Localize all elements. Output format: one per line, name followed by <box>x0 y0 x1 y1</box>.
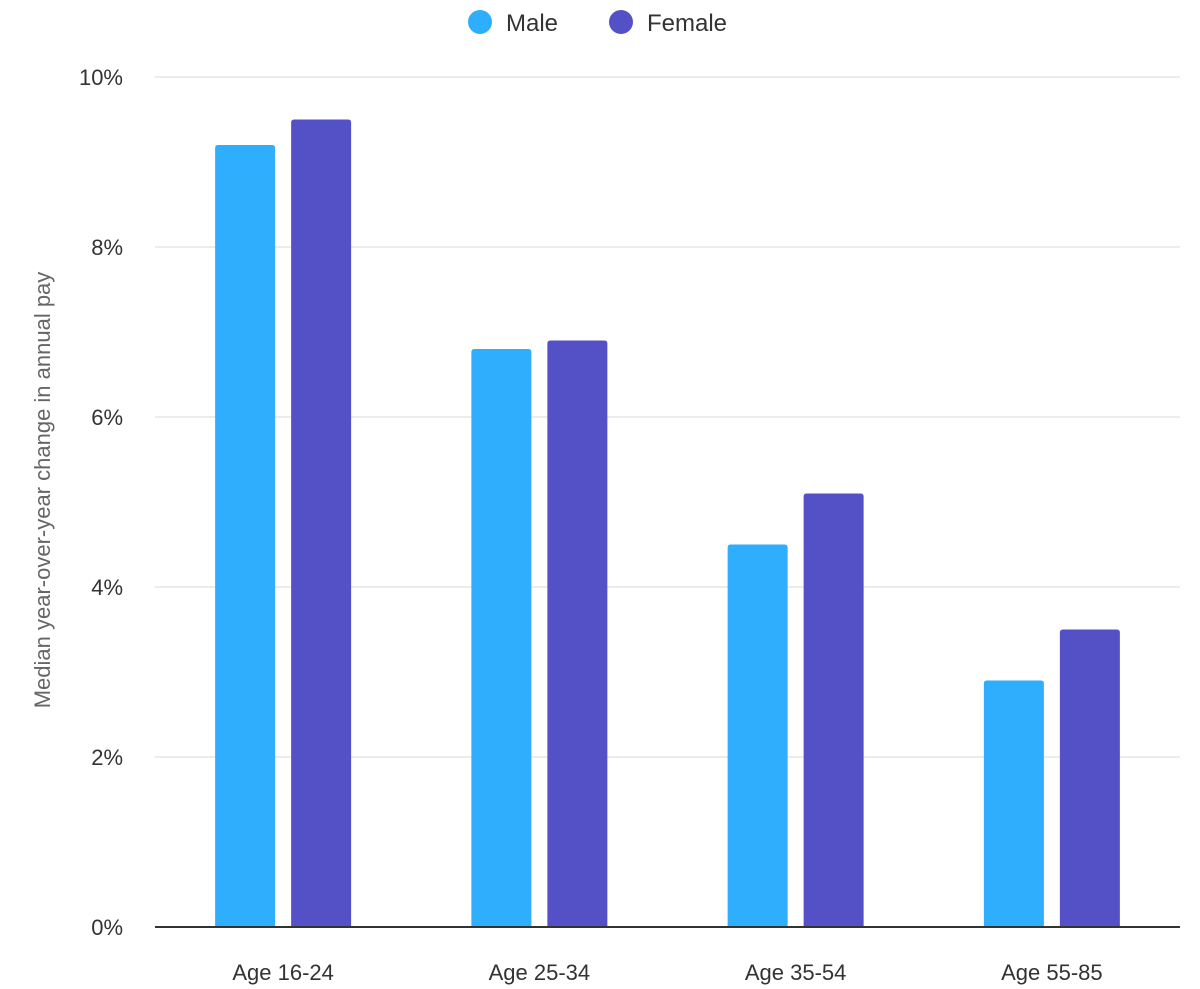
x-category-label: Age 55-85 <box>1001 960 1103 985</box>
bar-male-4[interactable] <box>983 680 1044 928</box>
y-tick-label: 8% <box>91 235 123 260</box>
y-tick-label: 10% <box>79 65 123 90</box>
bars <box>215 119 1120 928</box>
bar-female-4[interactable] <box>1059 629 1120 928</box>
bar-male-3[interactable] <box>727 544 788 928</box>
bar-female-2[interactable] <box>547 340 608 928</box>
y-tick-label: 6% <box>91 405 123 430</box>
x-axis-categories: Age 16-24 Age 25-34 Age 35-54 Age 55-85 <box>232 960 1102 985</box>
y-axis-ticks: 0% 2% 4% 6% 8% 10% <box>79 65 123 940</box>
y-tick-label: 0% <box>91 915 123 940</box>
legend-marker-female[interactable] <box>609 10 633 34</box>
y-axis-label: Median year-over-year change in annual p… <box>30 272 55 709</box>
bar-male-2[interactable] <box>471 349 532 927</box>
legend-label-male[interactable]: Male <box>506 10 558 37</box>
x-category-label: Age 25-34 <box>489 960 591 985</box>
x-category-label: Age 16-24 <box>232 960 334 985</box>
legend-label-female[interactable]: Female <box>647 10 727 37</box>
bar-male-1[interactable] <box>215 145 276 927</box>
y-tick-label: 4% <box>91 575 123 600</box>
bar-female-1[interactable] <box>291 119 352 928</box>
x-category-label: Age 35-54 <box>745 960 847 985</box>
legend-marker-male[interactable] <box>468 10 492 34</box>
legend: Male Female <box>468 10 727 37</box>
bar-female-3[interactable] <box>803 493 864 928</box>
y-tick-label: 2% <box>91 745 123 770</box>
